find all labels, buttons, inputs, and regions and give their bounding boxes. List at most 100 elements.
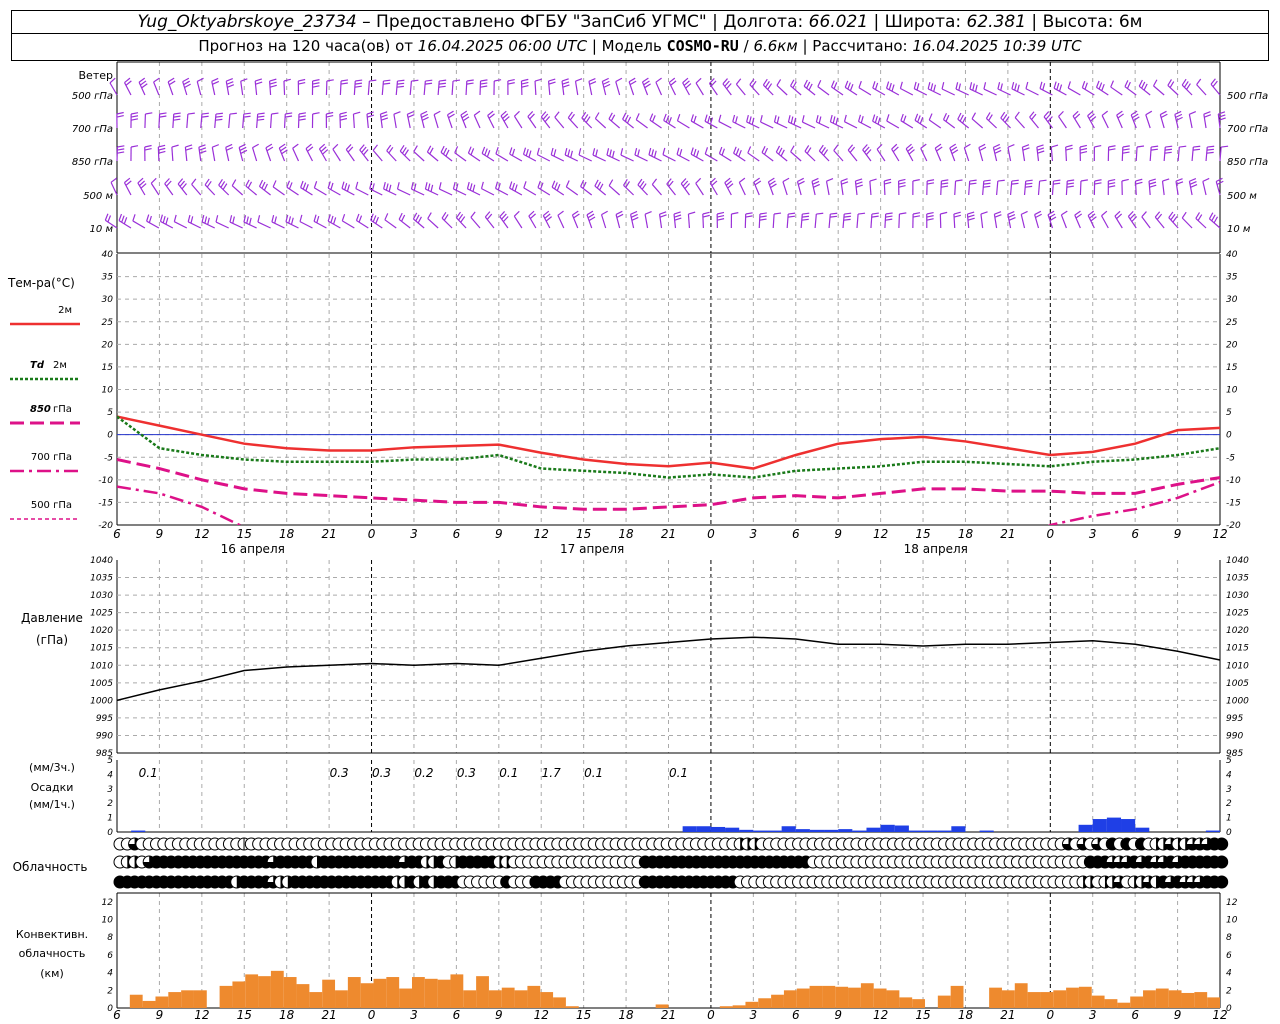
wind-barb-feather	[204, 216, 208, 224]
model-label: Модель	[601, 37, 662, 55]
wind-barb-feather	[759, 215, 767, 218]
temp-ytick-right: 5	[1226, 408, 1232, 418]
wind-barb-staff	[606, 154, 620, 162]
wind-barb-feather	[255, 81, 263, 85]
wind-barb-feather	[589, 80, 597, 85]
wind-barb-feather	[557, 210, 564, 216]
wind-barb-feather	[727, 183, 734, 189]
wind-level-label-right: 700 гПа	[1227, 124, 1268, 135]
conv-bar	[950, 985, 964, 1008]
wind-barb-staff	[1082, 87, 1095, 96]
wind-barb-staff	[630, 214, 635, 229]
precip-ytick-right: 4	[1226, 770, 1232, 780]
wind-barb-feather	[222, 183, 228, 190]
temp-xtick: 9	[1174, 527, 1182, 541]
wind-barb-feather	[983, 179, 991, 182]
wind-level-label: 10 м	[90, 224, 114, 235]
pressure-ytick-right: 985	[1226, 749, 1243, 759]
wind-barb-staff	[283, 113, 286, 129]
wind-barb-staff	[1168, 217, 1179, 229]
wind-barb-feather	[912, 179, 920, 182]
cloud-row	[113, 837, 1229, 851]
wind-barb-staff	[588, 81, 593, 96]
wind-barb-staff	[110, 182, 118, 196]
precip-bar	[795, 829, 810, 832]
conv-ytick-left: 4	[107, 969, 113, 979]
conv-bar	[771, 994, 784, 1008]
cloud-symbol	[1215, 837, 1229, 851]
wind-barb-feather	[514, 110, 520, 117]
pressure-line	[116, 636, 1221, 702]
wind-barb-feather	[353, 111, 361, 115]
conv-ytick-right: 6	[1226, 951, 1232, 961]
wind-barb-feather	[196, 77, 204, 82]
wind-barb-staff	[186, 113, 189, 129]
wind-barb-staff	[286, 186, 299, 196]
wind-barb-feather	[466, 82, 474, 85]
wind-barb-feather	[397, 79, 405, 82]
wind-barb-staff	[749, 84, 760, 96]
wind-barb-feather	[690, 114, 694, 122]
wind-barb-feather	[495, 147, 499, 155]
wind-barb-staff	[540, 116, 551, 129]
wind-barb-feather	[150, 177, 157, 184]
wind-barb-staff	[397, 188, 411, 196]
wind-barb-staff	[1058, 116, 1067, 129]
wind-barb-staff	[1130, 114, 1137, 129]
wind-barb-feather	[521, 84, 529, 88]
wind-barb-feather	[782, 177, 790, 183]
wind-barb-feather	[951, 149, 959, 155]
wind-barb-feather	[523, 181, 527, 189]
wind-barb-staff	[1205, 147, 1208, 162]
wind-barb-feather	[438, 82, 446, 85]
wind-barb-feather	[1047, 210, 1055, 216]
wind-barb-feather	[1126, 81, 1131, 89]
pressure-ylabel-1: Давление	[21, 611, 83, 625]
temp-ytick-left: 20	[102, 340, 114, 350]
wind-barb-staff	[1029, 116, 1039, 129]
bottom-xtick: 6	[1131, 1008, 1139, 1022]
wind-barb-staff	[963, 147, 970, 162]
wind-barb-feather	[1175, 178, 1183, 182]
wind-barb-staff	[547, 81, 551, 96]
wind-barb-staff	[840, 181, 844, 196]
bottom-xtick: 15	[915, 1008, 930, 1022]
wind-barb-feather	[615, 210, 623, 215]
precip-total-label: 0.3	[457, 766, 476, 780]
wind-barb-staff	[817, 86, 830, 96]
wind-barb-feather	[748, 116, 752, 124]
temp-legend-label: гПа	[53, 404, 72, 415]
wind-barb-feather	[1189, 178, 1197, 182]
wind-barb-feather	[326, 79, 334, 82]
wind-title: Ветер	[79, 69, 113, 82]
wind-barb-feather	[602, 80, 610, 85]
wind-barb-staff	[487, 115, 495, 129]
wind-barb-staff	[1079, 180, 1082, 196]
wind-barb-feather	[1022, 147, 1030, 151]
wind-barb-staff	[356, 220, 369, 229]
pressure-ytick-right: 1025	[1226, 609, 1249, 619]
wind-barb-staff	[341, 187, 355, 196]
wind-barb-staff	[225, 147, 230, 162]
wind-barb-staff	[500, 115, 509, 129]
precip-bar	[908, 830, 924, 832]
wind-barb-staff	[425, 188, 439, 196]
wind-barb-staff	[104, 219, 118, 229]
wind-level-label: 500 м	[83, 191, 113, 202]
wind-barb-staff	[651, 184, 662, 196]
wind-barb-feather	[1121, 178, 1129, 182]
wind-barb-staff	[1159, 114, 1165, 129]
temp-xtick: 6	[792, 527, 800, 541]
wind-barb-feather	[412, 212, 418, 220]
pressure-ylabel-2: (гПа)	[36, 633, 68, 647]
wind-barb-staff	[318, 148, 327, 162]
wind-barb-staff	[211, 147, 216, 162]
wind-barb-feather	[586, 210, 594, 216]
wind-barb-feather	[355, 181, 359, 189]
wind-barb-staff	[662, 154, 676, 162]
wind-barb-staff	[1067, 87, 1081, 96]
wind-barb-feather	[1087, 210, 1095, 216]
wind-barb-feather	[1156, 213, 1163, 220]
wind-barb-feather	[872, 81, 876, 89]
wind-barb-staff	[704, 120, 718, 129]
